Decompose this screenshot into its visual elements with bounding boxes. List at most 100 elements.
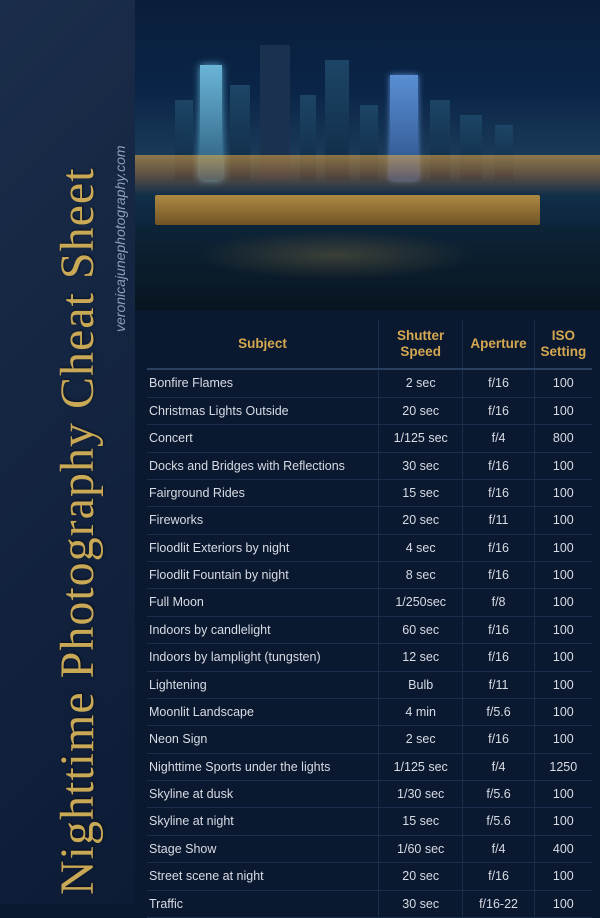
hero-image <box>135 0 600 310</box>
table-cell: f/8 <box>463 589 534 616</box>
table-row: Indoors by lamplight (tungsten)12 secf/1… <box>147 644 592 671</box>
table-cell: 100 <box>534 698 592 725</box>
table-cell: f/11 <box>463 671 534 698</box>
table-body: Bonfire Flames2 secf/16100Christmas Ligh… <box>147 369 592 917</box>
table-cell: 100 <box>534 479 592 506</box>
table-cell: Docks and Bridges with Reflections <box>147 452 378 479</box>
table-row: Floodlit Fountain by night8 secf/16100 <box>147 562 592 589</box>
table-cell: 100 <box>534 369 592 397</box>
table-cell: 1/125 sec <box>378 753 463 780</box>
settings-table: Subject ShutterSpeed Aperture ISOSetting… <box>147 320 592 918</box>
table-row: Floodlit Exteriors by night4 secf/16100 <box>147 534 592 561</box>
table-cell: Indoors by candlelight <box>147 616 378 643</box>
table-cell: 30 sec <box>378 452 463 479</box>
table-cell: 100 <box>534 726 592 753</box>
table-cell: 15 sec <box>378 808 463 835</box>
table-cell: 1/60 sec <box>378 835 463 862</box>
table-cell: 1250 <box>534 753 592 780</box>
table-cell: Street scene at night <box>147 863 378 890</box>
table-row: Stage Show1/60 secf/4400 <box>147 835 592 862</box>
table-cell: 12 sec <box>378 644 463 671</box>
table-cell: 60 sec <box>378 616 463 643</box>
table-cell: 1/30 sec <box>378 781 463 808</box>
table-cell: Christmas Lights Outside <box>147 397 378 424</box>
reflection-graphic <box>195 230 475 280</box>
col-aperture: Aperture <box>463 320 534 369</box>
table-cell: 8 sec <box>378 562 463 589</box>
table-cell: Fairground Rides <box>147 479 378 506</box>
table-row: Nighttime Sports under the lights1/125 s… <box>147 753 592 780</box>
table-cell: f/16 <box>463 369 534 397</box>
table-cell: 15 sec <box>378 479 463 506</box>
table-cell: 100 <box>534 452 592 479</box>
table-cell: 20 sec <box>378 397 463 424</box>
table-cell: 100 <box>534 616 592 643</box>
sidebar: Nighttime Photography Cheat Sheet veroni… <box>0 0 135 904</box>
table-cell: 4 min <box>378 698 463 725</box>
table-cell: f/5.6 <box>463 781 534 808</box>
table-cell: f/5.6 <box>463 808 534 835</box>
table-cell: Skyline at dusk <box>147 781 378 808</box>
table-cell: f/16 <box>463 863 534 890</box>
table-row: Indoors by candlelight60 secf/16100 <box>147 616 592 643</box>
table-cell: Neon Sign <box>147 726 378 753</box>
table-cell: Stage Show <box>147 835 378 862</box>
table-cell: 4 sec <box>378 534 463 561</box>
bridge-graphic <box>155 195 540 225</box>
table-cell: Fireworks <box>147 507 378 534</box>
table-row: Full Moon1/250secf/8100 <box>147 589 592 616</box>
source-url: veronicajunephotography.com <box>112 145 128 332</box>
table-cell: 400 <box>534 835 592 862</box>
table-header-row: Subject ShutterSpeed Aperture ISOSetting <box>147 320 592 369</box>
col-subject: Subject <box>147 320 378 369</box>
table-cell: f/16 <box>463 616 534 643</box>
table-container: Subject ShutterSpeed Aperture ISOSetting… <box>135 310 600 918</box>
table-cell: Floodlit Fountain by night <box>147 562 378 589</box>
table-cell: 2 sec <box>378 726 463 753</box>
table-cell: 1/250sec <box>378 589 463 616</box>
table-cell: 800 <box>534 425 592 452</box>
table-cell: 2 sec <box>378 369 463 397</box>
table-cell: 100 <box>534 808 592 835</box>
table-cell: f/16 <box>463 562 534 589</box>
table-cell: Indoors by lamplight (tungsten) <box>147 644 378 671</box>
table-row: Moonlit Landscape4 minf/5.6100 <box>147 698 592 725</box>
table-cell: 100 <box>534 589 592 616</box>
table-row: Christmas Lights Outside20 secf/16100 <box>147 397 592 424</box>
table-cell: Concert <box>147 425 378 452</box>
table-row: Fireworks20 secf/11100 <box>147 507 592 534</box>
table-cell: f/16 <box>463 726 534 753</box>
table-row: Neon Sign2 secf/16100 <box>147 726 592 753</box>
table-cell: 100 <box>534 562 592 589</box>
table-row: LighteningBulbf/11100 <box>147 671 592 698</box>
content-area: Subject ShutterSpeed Aperture ISOSetting… <box>135 0 600 904</box>
page-title: Nighttime Photography Cheat Sheet <box>50 167 105 895</box>
table-row: Skyline at dusk1/30 secf/5.6100 <box>147 781 592 808</box>
table-cell: Nighttime Sports under the lights <box>147 753 378 780</box>
table-cell: f/4 <box>463 753 534 780</box>
table-cell: 20 sec <box>378 507 463 534</box>
table-cell: Lightening <box>147 671 378 698</box>
table-row: Concert1/125 secf/4800 <box>147 425 592 452</box>
table-cell: Skyline at night <box>147 808 378 835</box>
table-cell: 100 <box>534 863 592 890</box>
table-cell: 20 sec <box>378 863 463 890</box>
table-cell: Moonlit Landscape <box>147 698 378 725</box>
table-row: Docks and Bridges with Reflections30 sec… <box>147 452 592 479</box>
table-cell: f/16 <box>463 644 534 671</box>
table-cell: 100 <box>534 781 592 808</box>
table-row: Bonfire Flames2 secf/16100 <box>147 369 592 397</box>
table-cell: f/11 <box>463 507 534 534</box>
table-cell: f/16 <box>463 534 534 561</box>
city-lights-graphic <box>135 155 600 195</box>
col-shutter: ShutterSpeed <box>378 320 463 369</box>
table-cell: f/16 <box>463 452 534 479</box>
table-cell: 1/125 sec <box>378 425 463 452</box>
table-cell: f/4 <box>463 425 534 452</box>
table-cell: Bonfire Flames <box>147 369 378 397</box>
table-cell: Bulb <box>378 671 463 698</box>
table-cell: 100 <box>534 644 592 671</box>
table-row: Street scene at night20 secf/16100 <box>147 863 592 890</box>
col-iso: ISOSetting <box>534 320 592 369</box>
table-cell: 100 <box>534 507 592 534</box>
